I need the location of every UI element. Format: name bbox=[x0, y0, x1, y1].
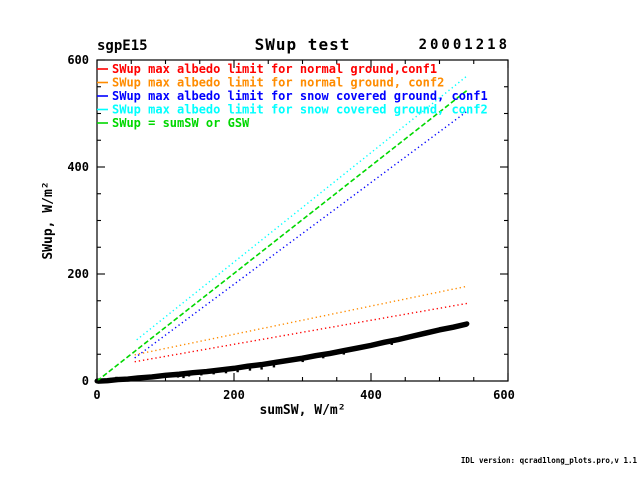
page-title: SWup test bbox=[254, 35, 351, 54]
legend-label-2: SWup max albedo limit for snow covered g… bbox=[112, 89, 488, 103]
data-outlier-point bbox=[176, 375, 180, 378]
x-tick-label: 200 bbox=[223, 388, 245, 402]
data-outlier-point bbox=[212, 371, 215, 375]
y-tick-label: 400 bbox=[67, 160, 89, 174]
legend-label-3: SWup max albedo limit for snow covered g… bbox=[112, 103, 488, 117]
footer-left: Sat Dec 9 06:16:07 2006 Battelle Pacific… bbox=[7, 441, 335, 480]
date-label: 20001218 bbox=[418, 37, 510, 53]
data-outlier-point bbox=[182, 375, 185, 379]
x-tick-label: 600 bbox=[493, 388, 515, 402]
data-outlier-point bbox=[109, 377, 113, 381]
legend-label-1: SWup max albedo limit for normal ground,… bbox=[112, 76, 444, 90]
legend-label-4: SWup = sumSW or GSW bbox=[112, 116, 250, 130]
series-line-3 bbox=[136, 75, 468, 341]
site-label: sgpE15 bbox=[97, 38, 148, 54]
data-outlier-point bbox=[390, 342, 393, 345]
series-line-2 bbox=[134, 110, 468, 359]
footer-idl-version: IDL version: qcrad1long_plots.pro,v 1.1 bbox=[460, 456, 637, 466]
data-outlier-point bbox=[248, 368, 252, 371]
y-tick-label: 600 bbox=[67, 53, 89, 67]
y-tick-label: 0 bbox=[82, 374, 89, 388]
legend-label-0: SWup max albedo limit for normal ground,… bbox=[112, 62, 437, 76]
series-line-1 bbox=[134, 285, 468, 356]
data-outlier-point bbox=[342, 352, 345, 355]
x-axis-title: sumSW, W/m² bbox=[259, 403, 345, 418]
y-tick-label: 200 bbox=[67, 267, 89, 281]
x-tick-label: 400 bbox=[360, 388, 382, 402]
data-outlier-point bbox=[301, 359, 304, 363]
series-line-4 bbox=[96, 89, 468, 382]
series-line-0 bbox=[134, 302, 468, 363]
x-tick-label: 0 bbox=[93, 388, 100, 402]
data-outlier-point bbox=[115, 376, 118, 380]
data-outlier-point bbox=[236, 369, 239, 373]
data-scatter-band-edge-line bbox=[97, 324, 468, 384]
data-outlier-point bbox=[224, 370, 228, 374]
data-outlier-point bbox=[260, 367, 263, 370]
data-outlier-point bbox=[200, 373, 203, 376]
data-outlier-point bbox=[322, 355, 325, 359]
footer-right: IDL version: qcrad1long_plots.pro,v 1.1 … bbox=[402, 438, 637, 480]
y-axis-title: SWup, W/m² bbox=[41, 181, 56, 259]
data-scatter-band-edge bbox=[97, 324, 468, 384]
data-outlier-point bbox=[272, 365, 276, 368]
data-scatter-band bbox=[94, 321, 470, 384]
data-outlier-point bbox=[187, 374, 191, 377]
